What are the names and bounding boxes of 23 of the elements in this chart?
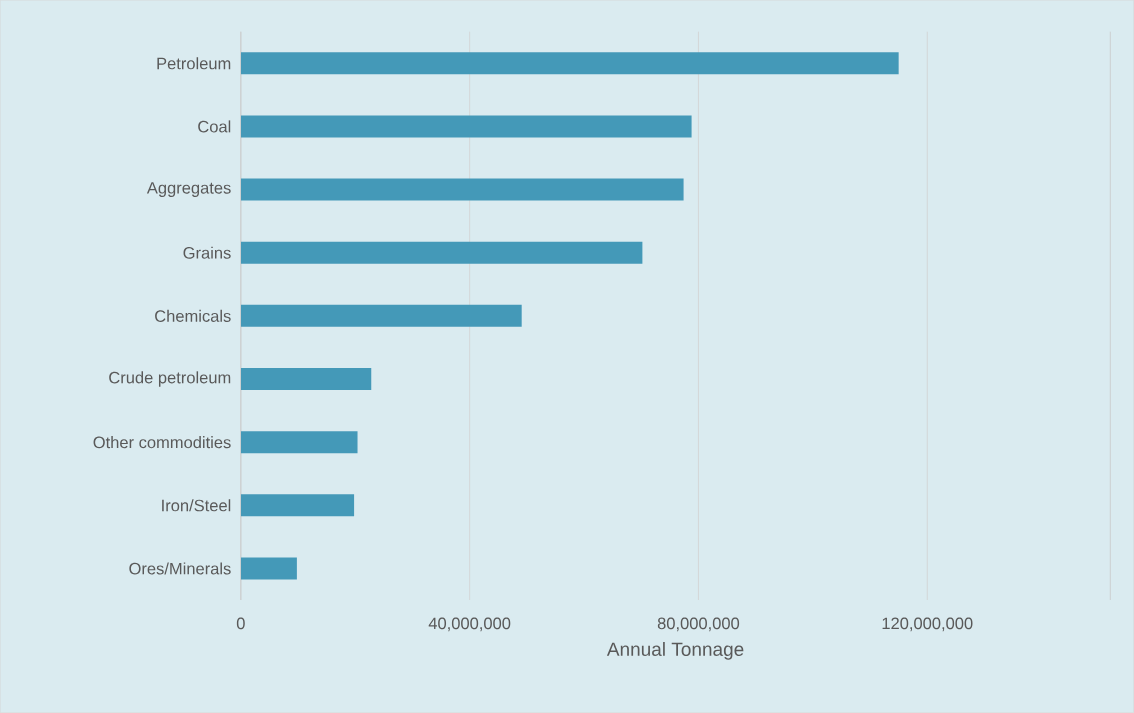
bar	[240, 557, 297, 580]
y-tick-label: Petroleum	[157, 57, 231, 70]
x-tick-label: 40,000,000	[428, 617, 511, 632]
bar	[240, 115, 692, 138]
y-tick-label: Grains	[183, 246, 231, 259]
y-tick-label: Other commodities	[93, 436, 231, 449]
x-tick-label: 120,000,000	[882, 617, 973, 632]
bar	[240, 431, 358, 454]
x-tick-label: 0	[236, 617, 245, 630]
bar	[240, 368, 372, 391]
bar	[240, 52, 899, 75]
y-tick-label: Chemicals	[155, 309, 231, 323]
bar	[240, 241, 643, 264]
bar	[240, 178, 684, 201]
x-tick-label: 80,000,000	[657, 617, 740, 632]
y-tick-label: Crude petroleum	[109, 371, 231, 387]
x-axis-title: Annual Tonnage	[606, 642, 744, 660]
y-tick-label: Ores/Minerals	[129, 562, 231, 575]
bar	[240, 494, 355, 517]
y-tick-label: Coal	[198, 120, 231, 133]
y-tick-label: Iron/Steel	[162, 499, 231, 512]
bar	[240, 304, 522, 327]
y-tick-label: Aggregates	[146, 182, 231, 198]
